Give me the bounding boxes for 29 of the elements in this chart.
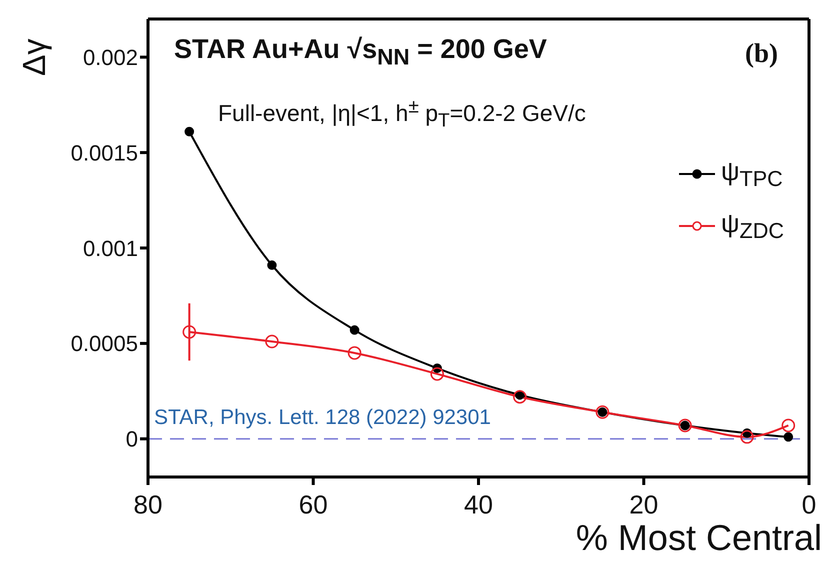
point	[350, 325, 360, 335]
point	[430, 367, 444, 381]
y-axis-title: Δγ	[16, 38, 52, 76]
point	[267, 260, 277, 270]
point	[513, 390, 527, 404]
legend-label: ψ$_{ZDC}$	[720, 208, 784, 244]
x-tick-label: 60	[298, 489, 328, 520]
x-axis-title: % Most Central	[576, 517, 822, 558]
legend-label: ψ$_{TPC}$	[720, 156, 783, 192]
point	[182, 325, 196, 339]
point	[784, 432, 794, 442]
text: STAR Au+Au √s$_{NN}$ = 200 GeV	[174, 34, 547, 70]
y-tick-label: 0.002	[82, 44, 138, 70]
x-tick-label: 20	[629, 489, 658, 520]
y-tick-label: 0.0005	[70, 331, 138, 356]
x-tick-label: 40	[464, 489, 493, 520]
point	[348, 346, 362, 360]
annotation: (b)	[745, 38, 778, 68]
x-tick-label: 0	[802, 489, 816, 520]
y-tick-label: 0.0015	[70, 140, 138, 166]
point	[184, 126, 194, 136]
point	[782, 418, 796, 432]
text: Full-event, |η|<1, h$^{±}$ p$_{T}$=0.2-2 GeV/c	[218, 96, 586, 132]
y-tick-label: 0	[126, 426, 138, 452]
point	[265, 334, 279, 348]
annotation: STAR, Phys. Lett. 128 (2022) 92301	[154, 406, 491, 429]
x-tick-label: 80	[134, 489, 162, 520]
y-tick-label: 0.001	[82, 236, 138, 261]
point	[740, 430, 754, 444]
